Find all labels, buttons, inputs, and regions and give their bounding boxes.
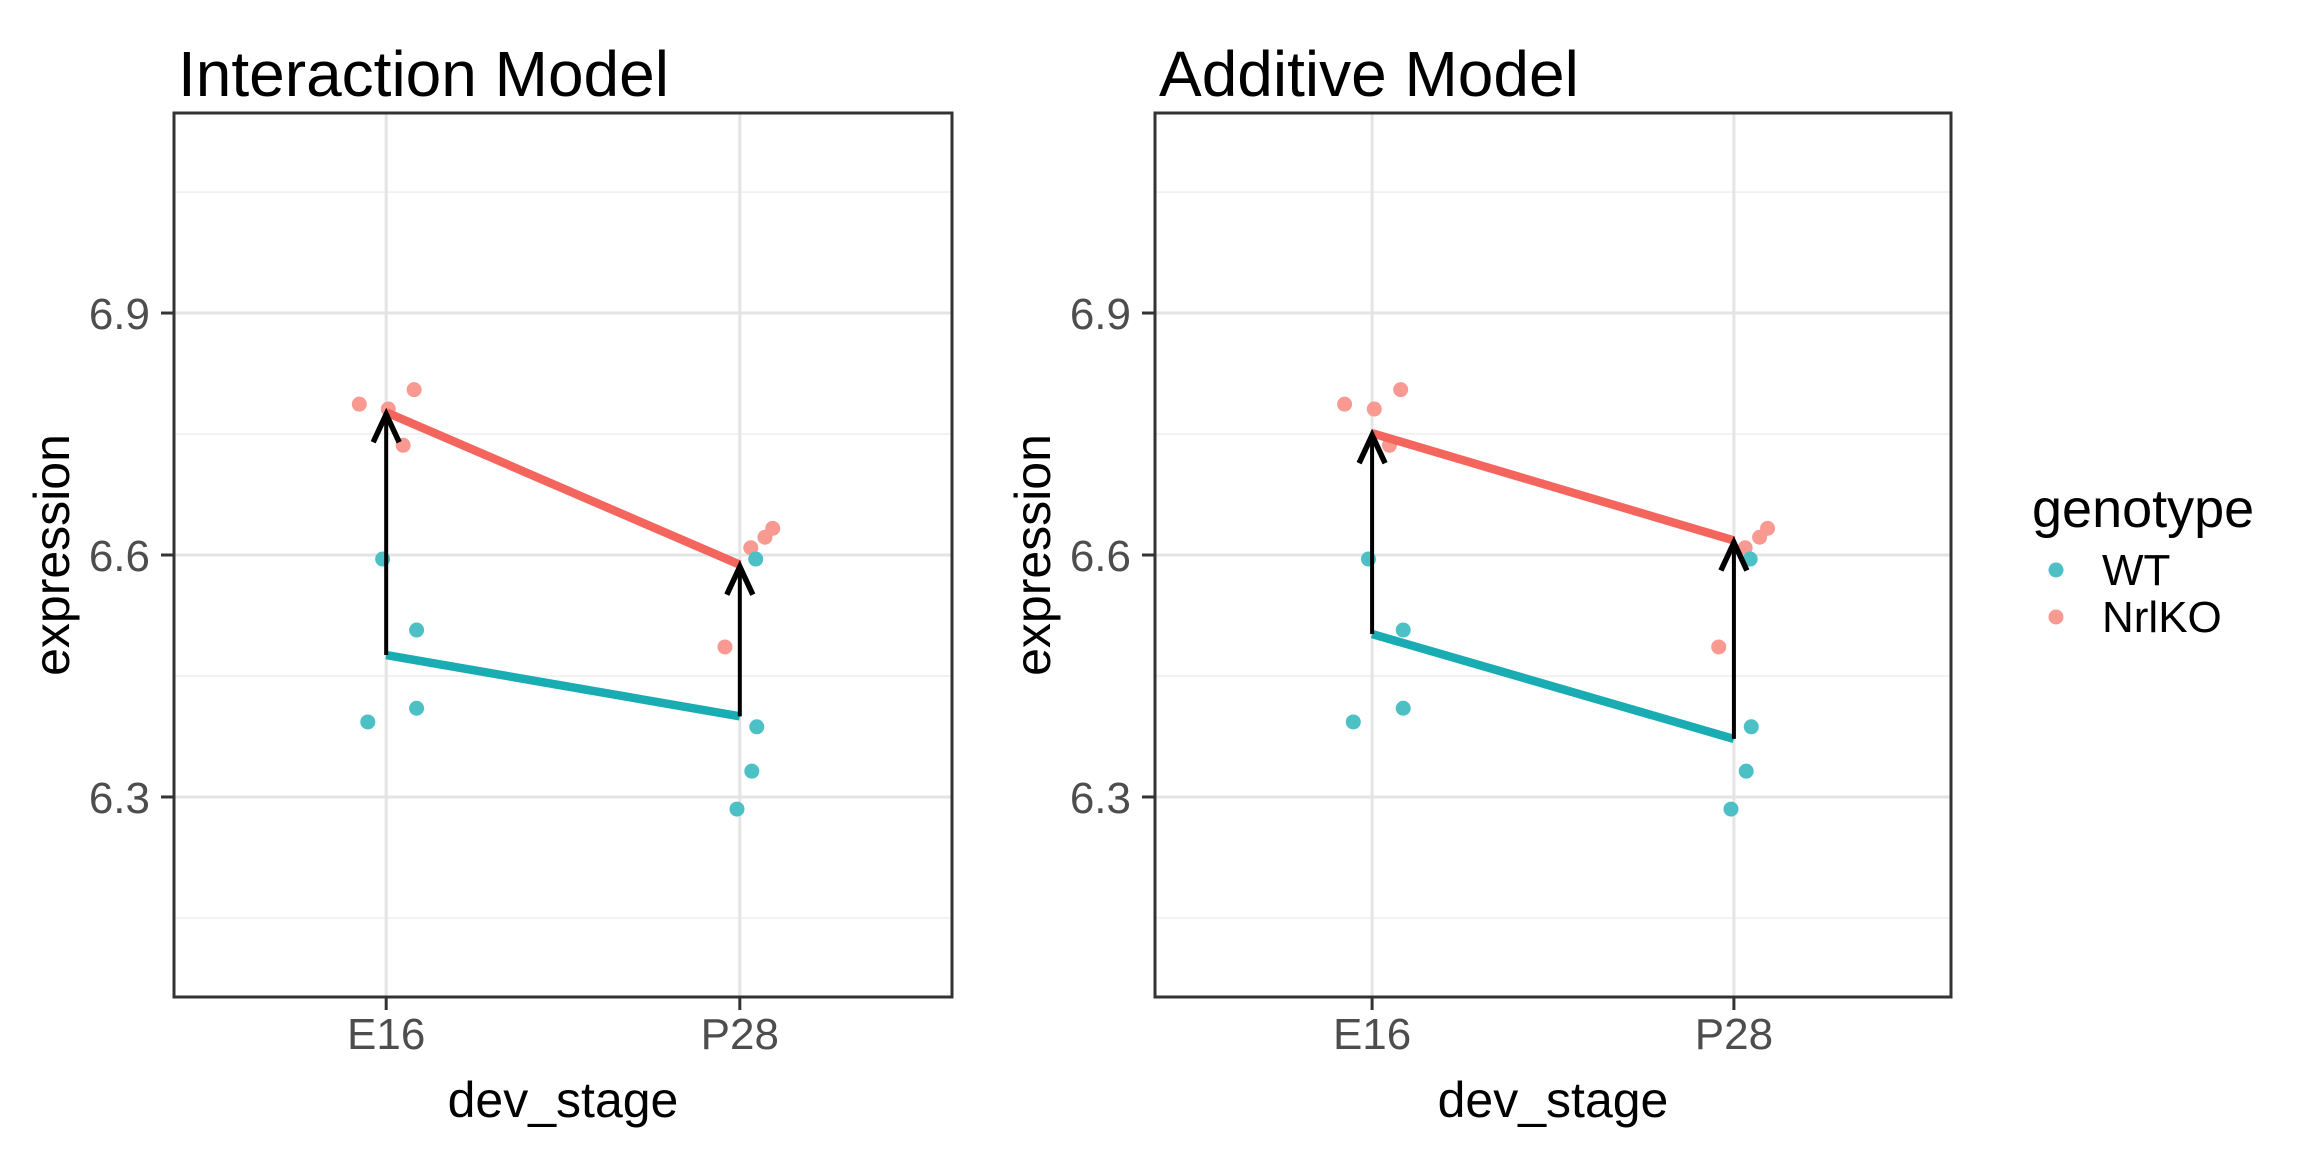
data-point-nrlko <box>743 540 759 556</box>
y-tick-label: 6.3 <box>1070 774 1131 823</box>
y-tick-label: 6.9 <box>1070 290 1131 339</box>
data-point-wt <box>409 622 425 638</box>
fit-line-wt <box>385 650 741 721</box>
legend-label-wt: WT <box>2102 546 2170 595</box>
fit-line-nrlko <box>1370 429 1736 545</box>
data-point-wt <box>409 700 425 716</box>
data-point-wt <box>1743 719 1759 735</box>
arrow-head <box>724 560 756 596</box>
panel-title: Additive Model <box>1159 38 1579 110</box>
x-axis-title: dev_stage <box>448 1072 679 1128</box>
data-point-wt <box>1395 700 1411 716</box>
data-point-wt <box>1723 801 1739 817</box>
data-point-nrlko <box>1760 520 1776 536</box>
x-tick-label: E16 <box>347 1010 425 1059</box>
panel-title: Interaction Model <box>178 38 669 110</box>
data-point-wt <box>744 763 760 779</box>
x-axis-title: dev_stage <box>1438 1072 1669 1128</box>
legend-title: genotype <box>2032 479 2254 539</box>
panel-additive-model: 6.9 6.6 6.3 E16 P28 dev_stage expression Additi… <box>1005 38 1953 1128</box>
data-point-wt <box>1395 622 1411 638</box>
y-tick-label: 6.6 <box>1070 532 1131 581</box>
fit-line-nrlko <box>384 408 742 569</box>
data-point-nrlko <box>406 382 422 398</box>
y-tick-label: 6.9 <box>89 290 150 339</box>
legend-key-nrlko <box>2048 609 2064 625</box>
data-point-nrlko <box>765 520 781 536</box>
data-point-nrlko <box>1393 382 1409 398</box>
genotype-effect-arrow <box>370 407 402 656</box>
arrow-head <box>1718 535 1750 572</box>
data-point-wt <box>749 719 765 735</box>
data-point-nrlko <box>717 639 733 655</box>
data-point-wt <box>360 714 376 730</box>
data-point-nrlko <box>1711 639 1727 655</box>
data-point-nrlko <box>1366 401 1382 417</box>
genotype-effect-arrow <box>1718 535 1750 739</box>
data-point-nrlko <box>1737 540 1753 556</box>
data-point-wt <box>729 801 745 817</box>
y-axis-title: expression <box>24 434 80 676</box>
arrow-head <box>1356 428 1388 465</box>
y-tick-label: 6.6 <box>89 532 150 581</box>
x-tick-label: E16 <box>1333 1010 1411 1059</box>
legend-label-nrlko: NrlKO <box>2102 593 2222 642</box>
y-axis-title: expression <box>1005 434 1061 676</box>
panel-interaction-model: 6.9 6.6 6.3 E16 P28 dev_stage expression Intera… <box>24 38 954 1128</box>
data-point-wt <box>1345 714 1361 730</box>
data-point-wt <box>1738 763 1754 779</box>
fit-line-wt <box>1370 629 1736 743</box>
genotype-effect-arrow <box>724 560 756 717</box>
data-point-nrlko <box>1337 396 1353 412</box>
genotype-effect-arrow <box>1356 428 1388 635</box>
x-tick-label: P28 <box>701 1010 779 1059</box>
data-point-nrlko <box>351 396 367 412</box>
x-tick-label: P28 <box>1695 1010 1773 1059</box>
y-tick-label: 6.3 <box>89 774 150 823</box>
arrow-head <box>370 407 402 444</box>
data-point-wt <box>1742 551 1758 567</box>
data-point-wt <box>748 551 764 567</box>
legend-key-wt <box>2048 562 2064 578</box>
